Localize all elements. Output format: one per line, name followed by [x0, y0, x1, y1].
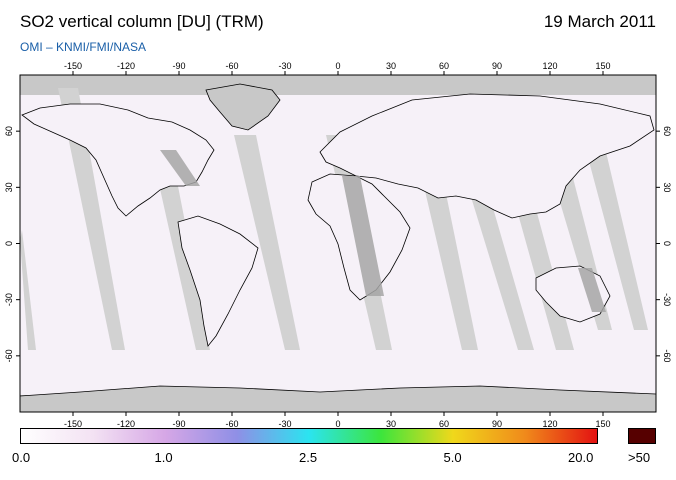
lat-tick-label: -30	[662, 293, 672, 306]
lon-tick-label: -30	[278, 61, 291, 71]
lat-tick-label: 30	[4, 182, 14, 192]
lon-ticks-top: -150 -120 -90 -60 -30 0 30 60 90 120 150	[64, 61, 611, 75]
lon-tick-label: 150	[595, 419, 610, 429]
lon-tick-label: 30	[386, 61, 396, 71]
lon-tick-label: 120	[542, 61, 557, 71]
lon-tick-label: 0	[335, 419, 340, 429]
lat-tick-label: -60	[4, 349, 14, 362]
map-date: 19 March 2011	[543, 12, 656, 31]
colorbar-label: 0.0	[12, 450, 31, 465]
colorbar-overflow-label: >50	[628, 450, 651, 465]
colorbar-label: 5.0	[443, 450, 462, 465]
continents	[20, 83, 656, 412]
land-swath	[160, 150, 200, 186]
land-swath-overlap	[160, 150, 606, 312]
lon-tick-label: -60	[225, 61, 238, 71]
colorbar-label: 20.0	[568, 450, 594, 465]
lon-tick-label: -90	[172, 419, 185, 429]
south-america-outline	[177, 215, 259, 347]
lat-tick-label: 60	[662, 126, 672, 136]
lon-tick-label: 60	[439, 419, 449, 429]
swath-gap	[234, 135, 300, 350]
lat-tick-label: -30	[4, 293, 14, 306]
source-credit: OMI – KNMI/FMI/NASA	[20, 40, 147, 54]
lon-tick-label: -90	[172, 61, 185, 71]
lat-tick-label: 60	[4, 126, 14, 136]
colorbar-label: 1.0	[154, 450, 173, 465]
lat-ticks-right: 60 30 0 -30 -60	[656, 126, 672, 362]
lon-tick-label: -150	[64, 419, 82, 429]
lon-tick-label: -30	[278, 419, 291, 429]
lon-tick-label: 150	[595, 61, 610, 71]
lon-tick-label: 30	[386, 419, 396, 429]
swath-gap	[58, 88, 125, 350]
lon-tick-label: -60	[225, 419, 238, 429]
lon-tick-label: -120	[117, 419, 135, 429]
antarctica-outline	[20, 385, 656, 412]
swath-gap	[20, 230, 36, 350]
lon-tick-label: -120	[117, 61, 135, 71]
lat-tick-label: 0	[662, 241, 672, 246]
colorbar	[20, 428, 598, 444]
lon-ticks-bottom: -150 -120 -90 -60 -30 0 30 60 90 120 150	[64, 412, 611, 429]
colorbar-label: 2.5	[299, 450, 318, 465]
lon-tick-label: 120	[542, 419, 557, 429]
lon-tick-label: 0	[335, 61, 340, 71]
lat-tick-label: 0	[4, 241, 14, 246]
eurasia-outline	[319, 93, 655, 219]
lat-ticks-left: 60 30 0 -30 -60	[4, 126, 20, 362]
greenland-outline	[205, 83, 281, 131]
lon-tick-label: 90	[492, 61, 502, 71]
polar-no-data-north	[20, 75, 656, 95]
land-swath	[342, 176, 384, 296]
map-title: SO2 vertical column [DU] (TRM)	[20, 12, 264, 31]
colorbar-overflow	[628, 428, 656, 444]
map-body	[20, 75, 656, 412]
lon-tick-label: -150	[64, 61, 82, 71]
north-america-outline	[21, 103, 215, 217]
lat-tick-label: -60	[662, 349, 672, 362]
swath-gap	[582, 135, 648, 330]
land-swath	[578, 268, 606, 312]
lon-tick-label: 90	[492, 419, 502, 429]
lon-tick-label: 60	[439, 61, 449, 71]
lat-tick-label: 30	[662, 182, 672, 192]
